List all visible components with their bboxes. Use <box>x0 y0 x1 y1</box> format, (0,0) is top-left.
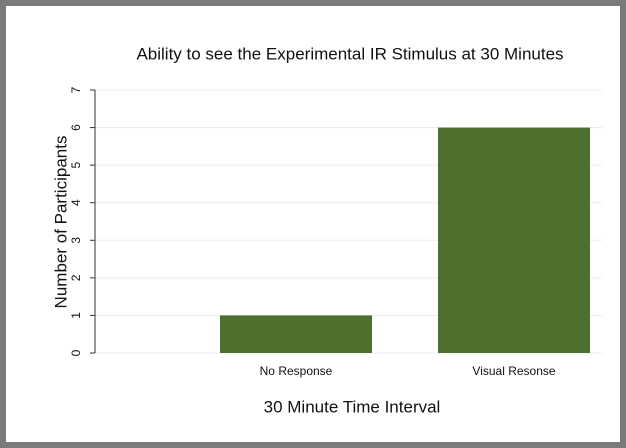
bar <box>438 127 590 353</box>
y-tick-label: 3 <box>69 237 83 244</box>
x-axis-title: 30 Minute Time Interval <box>264 397 441 416</box>
y-tick-label: 4 <box>69 199 83 206</box>
bar <box>220 315 372 353</box>
y-tick-label: 1 <box>69 312 83 319</box>
y-tick-label: 7 <box>69 86 83 93</box>
y-tick-label: 5 <box>69 161 83 168</box>
x-tick-label: Visual Resonse <box>472 364 555 378</box>
y-axis-title: Number of Participants <box>51 136 70 309</box>
chart-title: Ability to see the Experimental IR Stimu… <box>136 44 563 63</box>
y-tick-label: 0 <box>69 349 83 356</box>
y-tick-label: 2 <box>69 274 83 281</box>
y-tick-label: 6 <box>69 124 83 131</box>
x-tick-label: No Response <box>260 364 333 378</box>
